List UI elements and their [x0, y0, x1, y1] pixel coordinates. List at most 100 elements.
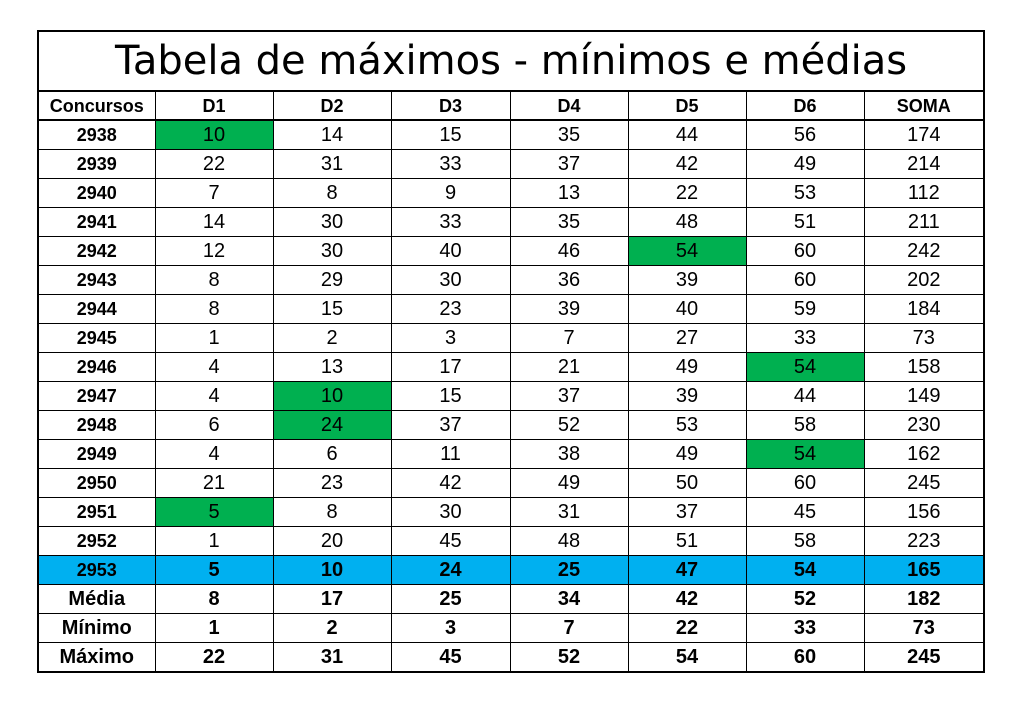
cell-soma[interactable]: 165: [863, 555, 985, 585]
cell-soma[interactable]: 156: [863, 497, 985, 527]
cell-d5[interactable]: 54: [627, 642, 747, 673]
cell-d2[interactable]: 17: [272, 584, 392, 614]
cell-d6[interactable]: 45: [745, 497, 865, 527]
cell-soma[interactable]: 73: [863, 613, 985, 643]
column-header-d5[interactable]: D5: [627, 90, 747, 121]
cell-d6[interactable]: 33: [745, 323, 865, 353]
cell-d3[interactable]: 11: [390, 439, 511, 469]
cell-d4[interactable]: 46: [509, 236, 629, 266]
cell-d4[interactable]: 49: [509, 468, 629, 498]
stat-label[interactable]: Máximo: [37, 642, 156, 673]
cell-d4[interactable]: 38: [509, 439, 629, 469]
cell-d1[interactable]: 5: [154, 497, 274, 527]
cell-d6[interactable]: 60: [745, 236, 865, 266]
cell-d5[interactable]: 40: [627, 294, 747, 324]
cell-d1[interactable]: 22: [154, 149, 274, 179]
cell-d2[interactable]: 13: [272, 352, 392, 382]
cell-d4[interactable]: 39: [509, 294, 629, 324]
cell-d1[interactable]: 1: [154, 323, 274, 353]
cell-d3[interactable]: 24: [390, 555, 511, 585]
cell-d4[interactable]: 35: [509, 207, 629, 237]
cell-d4[interactable]: 36: [509, 265, 629, 295]
cell-d2[interactable]: 20: [272, 526, 392, 556]
cell-d4[interactable]: 37: [509, 149, 629, 179]
cell-d3[interactable]: 37: [390, 410, 511, 440]
concurso-cell[interactable]: 2938: [37, 119, 156, 150]
cell-d4[interactable]: 21: [509, 352, 629, 382]
concurso-cell[interactable]: 2943: [37, 265, 156, 295]
cell-d3[interactable]: 23: [390, 294, 511, 324]
cell-soma[interactable]: 174: [863, 119, 985, 150]
cell-soma[interactable]: 245: [863, 642, 985, 673]
cell-d6[interactable]: 60: [745, 265, 865, 295]
cell-d1[interactable]: 4: [154, 352, 274, 382]
cell-d3[interactable]: 45: [390, 642, 511, 673]
concurso-cell[interactable]: 2948: [37, 410, 156, 440]
cell-d5[interactable]: 50: [627, 468, 747, 498]
cell-d1[interactable]: 4: [154, 439, 274, 469]
cell-d6[interactable]: 54: [745, 439, 865, 469]
cell-d6[interactable]: 58: [745, 410, 865, 440]
cell-d2[interactable]: 31: [272, 642, 392, 673]
cell-d5[interactable]: 37: [627, 497, 747, 527]
concurso-cell[interactable]: 2940: [37, 178, 156, 208]
cell-d2[interactable]: 8: [272, 178, 392, 208]
cell-d1[interactable]: 21: [154, 468, 274, 498]
stat-label[interactable]: Mínimo: [37, 613, 156, 643]
column-header-d3[interactable]: D3: [390, 90, 511, 121]
cell-soma[interactable]: 184: [863, 294, 985, 324]
concurso-cell[interactable]: 2942: [37, 236, 156, 266]
cell-soma[interactable]: 158: [863, 352, 985, 382]
cell-d2[interactable]: 30: [272, 236, 392, 266]
cell-d3[interactable]: 42: [390, 468, 511, 498]
cell-d6[interactable]: 54: [745, 555, 865, 585]
concurso-cell[interactable]: 2945: [37, 323, 156, 353]
cell-d5[interactable]: 44: [627, 119, 747, 150]
cell-d5[interactable]: 54: [627, 236, 747, 266]
cell-d4[interactable]: 52: [509, 642, 629, 673]
cell-soma[interactable]: 73: [863, 323, 985, 353]
cell-soma[interactable]: 112: [863, 178, 985, 208]
cell-d4[interactable]: 34: [509, 584, 629, 614]
column-header-d6[interactable]: D6: [745, 90, 865, 121]
cell-d2[interactable]: 29: [272, 265, 392, 295]
cell-d1[interactable]: 1: [154, 613, 274, 643]
cell-d2[interactable]: 10: [272, 555, 392, 585]
column-header-d2[interactable]: D2: [272, 90, 392, 121]
column-header-soma[interactable]: SOMA: [863, 90, 985, 121]
cell-d2[interactable]: 8: [272, 497, 392, 527]
cell-d4[interactable]: 52: [509, 410, 629, 440]
cell-d5[interactable]: 27: [627, 323, 747, 353]
cell-d6[interactable]: 49: [745, 149, 865, 179]
cell-d5[interactable]: 39: [627, 381, 747, 411]
cell-d4[interactable]: 48: [509, 526, 629, 556]
cell-d5[interactable]: 22: [627, 613, 747, 643]
cell-d3[interactable]: 30: [390, 265, 511, 295]
concurso-cell[interactable]: 2944: [37, 294, 156, 324]
cell-d3[interactable]: 33: [390, 149, 511, 179]
cell-d2[interactable]: 2: [272, 323, 392, 353]
cell-d4[interactable]: 35: [509, 119, 629, 150]
cell-soma[interactable]: 211: [863, 207, 985, 237]
cell-d2[interactable]: 10: [272, 381, 392, 411]
cell-d6[interactable]: 60: [745, 642, 865, 673]
cell-d6[interactable]: 44: [745, 381, 865, 411]
cell-soma[interactable]: 182: [863, 584, 985, 614]
column-header-d1[interactable]: D1: [154, 90, 274, 121]
cell-d3[interactable]: 15: [390, 119, 511, 150]
cell-d5[interactable]: 42: [627, 149, 747, 179]
cell-d4[interactable]: 31: [509, 497, 629, 527]
cell-soma[interactable]: 223: [863, 526, 985, 556]
cell-d5[interactable]: 49: [627, 352, 747, 382]
cell-d5[interactable]: 48: [627, 207, 747, 237]
cell-d1[interactable]: 8: [154, 294, 274, 324]
cell-d1[interactable]: 6: [154, 410, 274, 440]
cell-d4[interactable]: 13: [509, 178, 629, 208]
cell-d3[interactable]: 15: [390, 381, 511, 411]
cell-d4[interactable]: 7: [509, 613, 629, 643]
cell-d1[interactable]: 22: [154, 642, 274, 673]
cell-soma[interactable]: 149: [863, 381, 985, 411]
concurso-cell[interactable]: 2951: [37, 497, 156, 527]
column-header-d4[interactable]: D4: [509, 90, 629, 121]
cell-d5[interactable]: 51: [627, 526, 747, 556]
